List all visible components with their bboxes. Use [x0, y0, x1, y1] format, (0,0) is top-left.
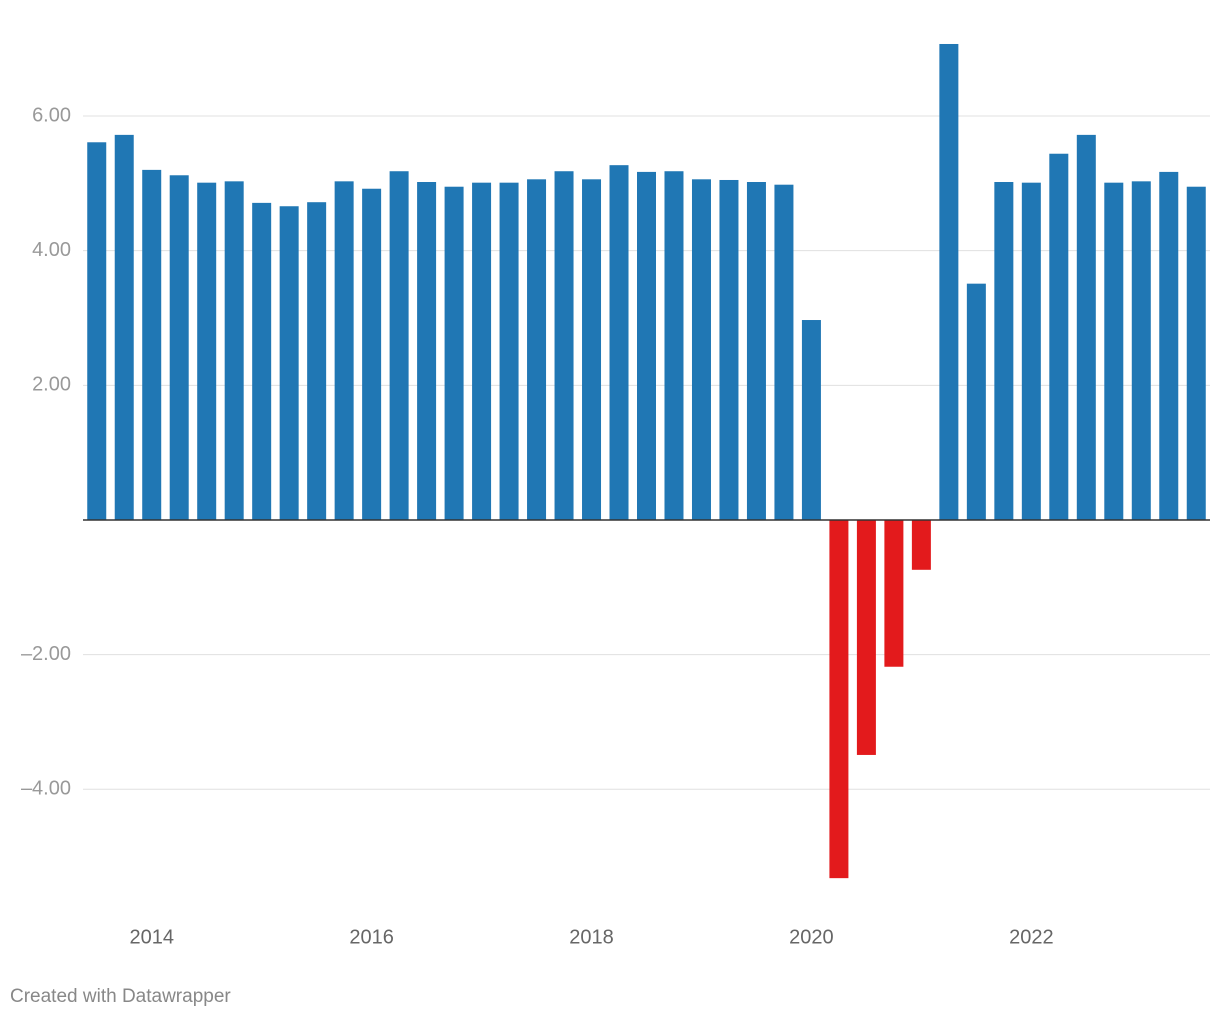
bar [582, 179, 602, 520]
bar [1076, 134, 1096, 520]
x-tick-label: 2022 [1009, 926, 1054, 948]
bar [554, 171, 574, 520]
bar [87, 142, 107, 520]
bar [252, 202, 272, 520]
x-tick-label: 2014 [129, 926, 174, 948]
bar [994, 182, 1014, 520]
bar [444, 186, 464, 520]
bar [142, 169, 162, 520]
bar [746, 182, 766, 520]
y-tick-label: 6.00 [32, 104, 71, 126]
y-tick-label: –2.00 [21, 643, 71, 665]
bar [691, 179, 711, 520]
bar [911, 519, 931, 570]
y-tick-label: 4.00 [32, 239, 71, 261]
bar [856, 519, 876, 755]
bar [197, 182, 217, 520]
bar [1049, 153, 1069, 520]
bar [609, 165, 629, 520]
footer: Created with Datawrapper [10, 986, 231, 1007]
bar [801, 320, 821, 520]
bar [1131, 181, 1151, 520]
bar [1159, 171, 1179, 520]
y-tick-label: –4.00 [21, 778, 71, 800]
x-tick-label: 2020 [789, 926, 834, 948]
bar [829, 519, 849, 879]
bar [637, 171, 656, 520]
bar [472, 182, 492, 520]
bar [527, 179, 547, 520]
bar [417, 182, 437, 520]
bar [1021, 182, 1041, 520]
bar [114, 134, 134, 520]
bar [279, 206, 299, 520]
bar [966, 283, 986, 520]
bar [169, 175, 189, 520]
bar [362, 188, 382, 520]
bar [389, 171, 409, 520]
bar [774, 184, 794, 520]
bar [224, 181, 244, 520]
bar [1104, 182, 1124, 520]
bar [334, 181, 354, 520]
y-tick-label: 2.00 [32, 374, 71, 396]
bar [499, 182, 519, 520]
bar [1186, 186, 1206, 520]
bar [939, 43, 959, 520]
bar [664, 171, 684, 520]
bar [884, 519, 904, 667]
x-tick-label: 2016 [349, 926, 394, 948]
x-tick-label: 2018 [569, 926, 614, 948]
bar [719, 179, 739, 520]
bar [307, 202, 327, 520]
